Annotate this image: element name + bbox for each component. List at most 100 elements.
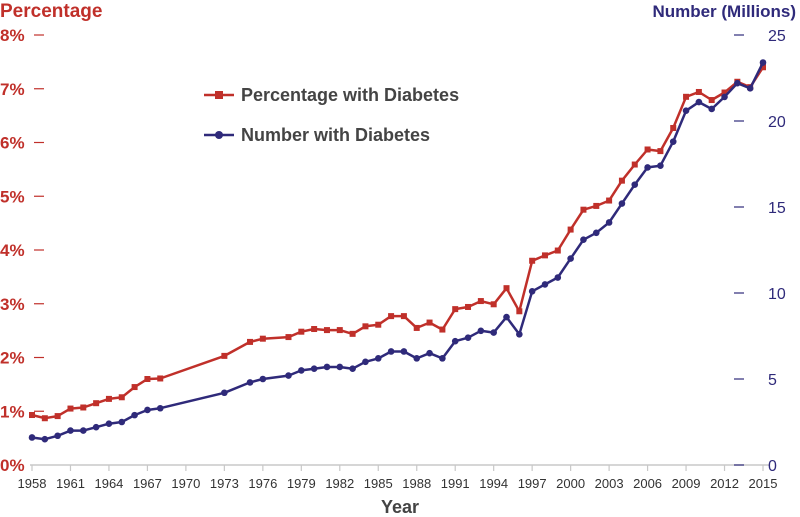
y-left-tick-label: 1% [0, 402, 25, 421]
percentage-point [683, 93, 690, 100]
percentage-point [298, 328, 305, 335]
percentage-point [760, 64, 766, 71]
legend-number-label: Number with Diabetes [241, 125, 430, 145]
y-left-tick-label: 2% [0, 349, 25, 368]
number-point [669, 138, 677, 145]
percentage-point [41, 415, 48, 422]
y-right-title: Number (Millions) [652, 2, 796, 21]
y-left-ticks: 0% 1% 2% 3% 4% 5% 6% 7% 8% [0, 26, 44, 475]
percentage-point [349, 330, 356, 337]
x-tick-label: 2012 [710, 476, 739, 491]
number-line [31, 61, 765, 441]
number-point [400, 348, 408, 355]
number-point [503, 313, 510, 321]
y-left-tick-label: 6% [0, 134, 25, 153]
percentage-point [541, 252, 548, 259]
x-tick-label: 2015 [749, 476, 778, 491]
percentage-point [567, 226, 574, 233]
percentage-point [721, 89, 728, 96]
percentage-point [247, 338, 254, 345]
x-tick-label: 1982 [325, 476, 354, 491]
number-point [695, 98, 703, 106]
percentage-point [118, 394, 125, 401]
percentage-point [708, 97, 715, 104]
number-point [657, 162, 664, 170]
percentage-point [644, 146, 651, 153]
series-layer [28, 59, 767, 443]
number-point [567, 255, 574, 262]
number-point [144, 406, 151, 414]
number-point [490, 329, 497, 336]
number-point [221, 389, 228, 397]
percentage-point [452, 306, 459, 313]
percentage-point [606, 197, 613, 204]
y-right-tick-label: 20 [768, 114, 786, 131]
percentage-point [426, 319, 433, 326]
percentage-point [400, 313, 407, 320]
x-ticks: 1958 1961 1964 1967 1970 1973 1976 1979 1982 1985… [18, 465, 778, 491]
x-tick-label: 2000 [556, 476, 585, 491]
percentage-point [695, 88, 702, 95]
legend: Percentage with Diabetes Number with Dia… [204, 85, 459, 145]
percentage-point [580, 206, 587, 213]
number-point [644, 164, 651, 171]
x-tick-label: 1976 [248, 476, 277, 491]
percentage-point [67, 405, 74, 412]
number-point [477, 327, 485, 335]
x-tick-label: 1973 [210, 476, 239, 491]
percentage-line [31, 66, 765, 420]
percentage-point [388, 313, 395, 320]
percentage-point [362, 323, 369, 330]
y-right-tick-label: 5 [768, 372, 777, 389]
number-point [426, 349, 433, 357]
number-point [605, 219, 613, 226]
number-point [541, 281, 549, 288]
y-right-tick-label: 10 [768, 286, 786, 303]
percentage-point [144, 376, 151, 382]
percentage-point [503, 285, 510, 292]
y-left-tick-label: 5% [0, 187, 25, 206]
x-tick-label: 1991 [441, 476, 470, 491]
number-point [746, 85, 754, 92]
y-left-tick-label: 3% [0, 295, 25, 314]
percentage-point [516, 308, 523, 315]
legend-percentage-marker [215, 91, 223, 99]
number-point [618, 200, 626, 207]
percentage-point [131, 384, 138, 391]
number-point [259, 375, 267, 383]
percentage-point [439, 326, 446, 333]
x-tick-label: 1979 [287, 476, 316, 491]
number-point [92, 423, 100, 431]
number-point [708, 105, 716, 113]
percentage-point [465, 303, 472, 310]
percentage-point [490, 301, 497, 308]
percentage-point [311, 326, 318, 333]
percentage-point [477, 298, 484, 305]
number-point [131, 411, 138, 419]
percentage-point [157, 375, 164, 382]
y-left-tick-label: 7% [0, 80, 25, 99]
percentage-point [375, 321, 382, 328]
percentage-point [29, 412, 35, 419]
x-tick-label: 2006 [633, 476, 662, 491]
x-tick-label: 1994 [479, 476, 508, 491]
percentage-point [259, 335, 266, 342]
percentage-point [529, 257, 536, 264]
number-point [682, 107, 690, 114]
number-point [439, 355, 446, 362]
number-point [631, 181, 639, 188]
x-tick-label: 1967 [133, 476, 162, 491]
number-point [67, 427, 74, 434]
x-tick-label: 1961 [56, 476, 85, 491]
percentage-point [670, 124, 677, 131]
percentage-point [285, 334, 292, 341]
percentage-point [657, 148, 664, 155]
y-left-title: Percentage [0, 1, 102, 22]
number-point [374, 355, 382, 362]
number-point [79, 427, 87, 434]
number-point [105, 420, 113, 428]
y-left-tick-label: 4% [0, 241, 25, 260]
percentage-point [105, 395, 112, 402]
number-point [349, 365, 356, 372]
